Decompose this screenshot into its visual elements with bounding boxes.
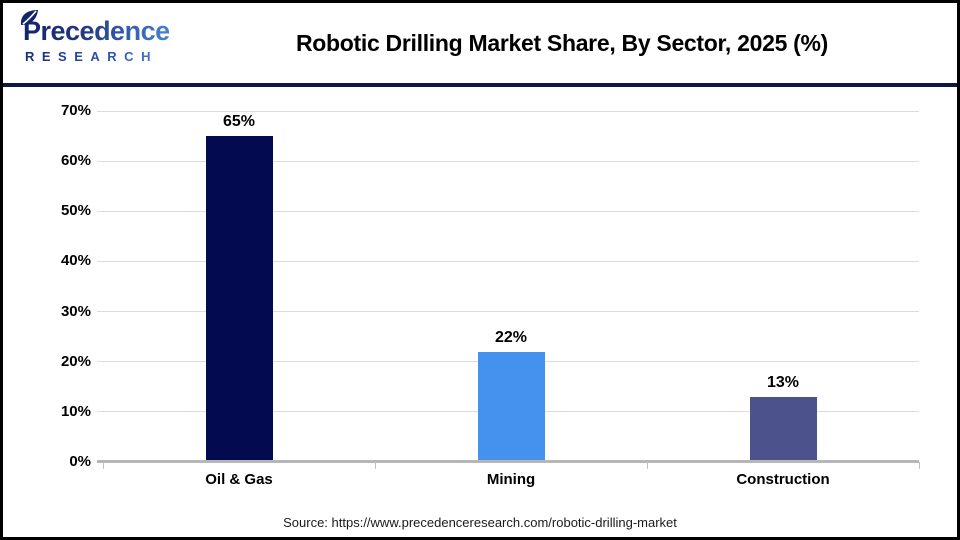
y-axis-tick bbox=[97, 110, 103, 112]
y-axis-tick bbox=[97, 311, 103, 313]
y-axis-label: 40% bbox=[60, 252, 91, 270]
gridline-50 bbox=[103, 210, 919, 212]
y-axis-label: 10% bbox=[60, 402, 91, 420]
y-axis-label: 0% bbox=[69, 453, 91, 470]
bar-value-label: 13% bbox=[766, 373, 800, 391]
source-text: Source: https://www.precedenceresearch.c… bbox=[283, 515, 677, 530]
x-axis-line bbox=[97, 460, 919, 463]
bar-construction bbox=[749, 396, 817, 462]
gridline-30 bbox=[103, 311, 919, 313]
x-axis: Oil & Gas Mining Construction bbox=[103, 469, 919, 491]
y-axis-label: 50% bbox=[60, 202, 91, 220]
bar-mining bbox=[477, 351, 545, 462]
y-axis-tick bbox=[97, 361, 103, 363]
y-axis: 0% 10% 20% 30% 40% 50% 60% 70% bbox=[3, 102, 103, 470]
y-axis-label: 30% bbox=[60, 302, 91, 320]
y-axis-tick bbox=[97, 411, 103, 413]
y-axis-label: 70% bbox=[60, 102, 91, 119]
y-axis-label: 20% bbox=[60, 352, 91, 370]
logo-wordmark: Precedence bbox=[21, 15, 191, 47]
category-tick bbox=[919, 462, 920, 469]
bar-value-label: 65% bbox=[222, 113, 256, 131]
y-axis-tick bbox=[97, 160, 103, 162]
leaf-icon bbox=[20, 10, 38, 25]
category-tick bbox=[103, 462, 104, 469]
category-tick bbox=[375, 462, 376, 469]
x-axis-label: Construction bbox=[736, 471, 830, 488]
x-axis-label: Oil & Gas bbox=[205, 471, 273, 488]
category-tick bbox=[647, 462, 648, 469]
x-axis-label: Mining bbox=[486, 471, 536, 488]
y-axis-tick bbox=[97, 260, 103, 262]
gridline-60 bbox=[103, 160, 919, 162]
logo-subtitle: RESEARCH bbox=[21, 49, 191, 65]
precedence-research-logo: Precedence RESEARCH bbox=[20, 10, 191, 65]
gridline-70 bbox=[103, 110, 919, 112]
bar-chart-plot-area: 65% 22% 13% bbox=[97, 110, 920, 469]
y-axis-tick bbox=[97, 210, 103, 212]
page-title: Robotic Drilling Market Share, By Sector… bbox=[295, 30, 829, 56]
gridline-40 bbox=[103, 260, 919, 262]
y-axis-label: 60% bbox=[60, 152, 91, 170]
header-divider bbox=[3, 83, 957, 87]
bar-oil-gas bbox=[205, 136, 273, 462]
bar-value-label: 22% bbox=[494, 328, 528, 346]
